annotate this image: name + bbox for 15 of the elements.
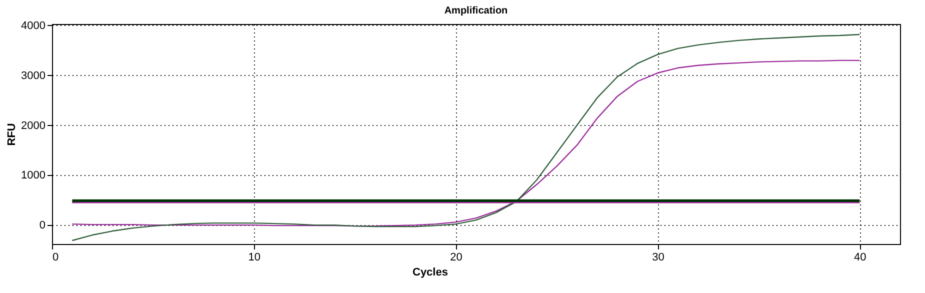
chart-title: Amplification — [444, 5, 508, 16]
x-tick-label: 40 — [854, 252, 866, 264]
x-tick-label: 0 — [52, 252, 59, 264]
y-axis-title: RFU — [6, 123, 18, 146]
x-axis-title: Cycles — [412, 266, 448, 278]
y-tick-label: 4000 — [21, 20, 46, 32]
y-tick-label: 3000 — [21, 70, 46, 82]
x-tick-label: 10 — [248, 252, 261, 264]
line-series — [72, 34, 860, 242]
x-tick-label: 20 — [450, 252, 462, 264]
y-tick-label: 1000 — [21, 170, 46, 182]
y-tick-label: 0 — [39, 220, 46, 232]
x-tick-label: 30 — [652, 252, 664, 264]
line-series — [72, 60, 860, 227]
y-tick-label: 2000 — [21, 120, 46, 132]
